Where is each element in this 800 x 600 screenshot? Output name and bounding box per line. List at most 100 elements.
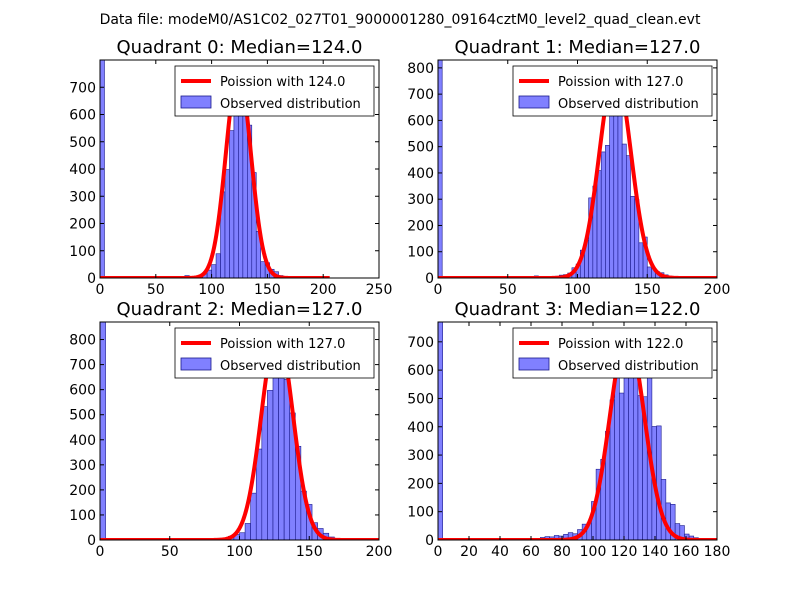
histogram-bar xyxy=(600,151,606,278)
histogram-bar xyxy=(211,264,217,278)
histogram-bar xyxy=(239,532,246,540)
legend: Poission with 127.0 Observed distribution xyxy=(174,327,375,379)
x-tick-label: 100 xyxy=(580,544,607,560)
legend-observed-label: Observed distribution xyxy=(558,359,699,374)
y-tick-label: 400 xyxy=(69,162,96,178)
histogram-bar xyxy=(278,356,285,540)
y-tick-label: 600 xyxy=(69,383,96,399)
histogram-bar xyxy=(224,169,230,278)
x-tick-label: 80 xyxy=(553,544,571,560)
y-tick-label: 0 xyxy=(425,271,434,287)
axes-frame xyxy=(437,321,718,541)
y-tick-label: 500 xyxy=(69,408,96,424)
x-tick-label: 140 xyxy=(642,544,669,560)
legend-poisson-label: Poission with 124.0 xyxy=(220,75,345,90)
legend-observed-label: Observed distribution xyxy=(220,97,361,112)
histogram-bar xyxy=(100,322,106,540)
y-tick-label: 0 xyxy=(425,533,434,549)
y-tick-label: 200 xyxy=(69,483,96,499)
histogram-bar xyxy=(646,266,652,278)
x-tick-label: 200 xyxy=(366,544,393,560)
histogram-bar xyxy=(260,261,266,278)
x-tick-label: 0 xyxy=(434,282,443,298)
y-tick-label: 100 xyxy=(407,505,434,521)
x-tick-label: 160 xyxy=(673,544,700,560)
y-tick-label: 300 xyxy=(69,458,96,474)
x-tick-label: 180 xyxy=(704,544,731,560)
y-tick-label: 200 xyxy=(69,217,96,233)
y-tick-label: 0 xyxy=(87,533,96,549)
histogram-bar xyxy=(656,425,662,540)
y-tick-label: 700 xyxy=(69,80,96,96)
y-tick-label: 700 xyxy=(69,358,96,374)
y-tick-label: 200 xyxy=(407,218,434,234)
histogram-panel-3: Quadrant 3: Median=122.00 20 40 60 80 100 120 1… xyxy=(407,299,730,560)
legend: Poission with 122.0 Observed distribution xyxy=(512,327,713,379)
legend-observed-swatch xyxy=(180,357,212,371)
x-tick-label: 50 xyxy=(499,282,517,298)
y-tick-label: 200 xyxy=(407,476,434,492)
plot-area xyxy=(100,60,331,278)
x-tick-label: 50 xyxy=(147,282,165,298)
histogram-bar xyxy=(621,143,627,278)
x-tick-label: 0 xyxy=(96,282,105,298)
legend-observed-swatch xyxy=(518,95,550,109)
histogram-bar xyxy=(632,371,639,540)
x-tick-label: 250 xyxy=(366,282,393,298)
y-tick-label: 500 xyxy=(407,140,434,156)
histogram-bar xyxy=(637,395,643,540)
histogram-bar xyxy=(244,523,251,540)
panel-title: Quadrant 3: Median=122.0 xyxy=(455,299,701,320)
histogram-bar xyxy=(242,109,248,278)
plot-area xyxy=(438,60,717,278)
histogram-bar xyxy=(596,170,602,278)
x-tick-label: 100 xyxy=(564,282,591,298)
histogram-bar xyxy=(215,253,221,278)
y-tick-label: 400 xyxy=(69,433,96,449)
figure-suptitle: Data file: modeM0/AS1C02_027T01_90000012… xyxy=(100,12,701,28)
y-tick-label: 500 xyxy=(407,391,434,407)
y-tick-label: 600 xyxy=(407,113,434,129)
x-tick-label: 20 xyxy=(460,544,478,560)
histogram-bar xyxy=(626,155,631,278)
histogram-panel-1: Quadrant 1: Median=127.0 0 50 100 150 200 0 100… xyxy=(407,37,730,298)
x-tick-label: 50 xyxy=(161,544,179,560)
legend-observed-label: Observed distribution xyxy=(220,359,361,374)
panel-title: Quadrant 1: Median=127.0 xyxy=(455,37,701,58)
x-tick-label: 40 xyxy=(491,544,509,560)
legend: Poission with 127.0 Observed distribution xyxy=(512,65,713,117)
y-tick-label: 700 xyxy=(407,87,434,103)
y-tick-label: 100 xyxy=(69,244,96,260)
histogram-bar xyxy=(613,95,619,278)
legend-observed-swatch xyxy=(518,357,550,371)
histogram-bar xyxy=(438,60,443,278)
x-tick-label: 200 xyxy=(704,282,731,298)
y-tick-label: 300 xyxy=(407,192,434,208)
y-tick-label: 400 xyxy=(407,166,434,182)
x-tick-label: 0 xyxy=(434,544,443,560)
histogram-bar xyxy=(261,406,268,540)
y-tick-label: 0 xyxy=(87,271,96,287)
legend-poisson-label: Poission with 122.0 xyxy=(558,337,683,352)
y-tick-label: 600 xyxy=(69,108,96,124)
histogram-bar xyxy=(233,104,239,278)
histogram-bar xyxy=(638,242,644,278)
y-tick-label: 500 xyxy=(69,135,96,151)
y-tick-label: 100 xyxy=(407,245,434,261)
poisson-curve xyxy=(438,332,717,540)
histogram-bar xyxy=(283,379,291,540)
histogram-bar xyxy=(623,373,629,540)
y-tick-label: 400 xyxy=(407,420,434,436)
panels-container: Quadrant 0: Median=124.00 50 100 150 200 2500… xyxy=(69,37,730,560)
y-tick-label: 300 xyxy=(69,189,96,205)
histogram-bar xyxy=(614,365,620,540)
legend-poisson-label: Poission with 127.0 xyxy=(220,337,345,352)
histogram-panel-2: Quadrant 2: Median=127.0 0 50 100 150 200 0 100… xyxy=(69,299,392,560)
histogram-bar xyxy=(255,448,263,540)
panel-title: Quadrant 2: Median=127.0 xyxy=(117,299,363,320)
x-tick-label: 200 xyxy=(310,282,337,298)
panel-title: Quadrant 0: Median=124.0 xyxy=(117,37,363,58)
x-tick-label: 120 xyxy=(611,544,638,560)
y-tick-label: 700 xyxy=(407,335,434,351)
